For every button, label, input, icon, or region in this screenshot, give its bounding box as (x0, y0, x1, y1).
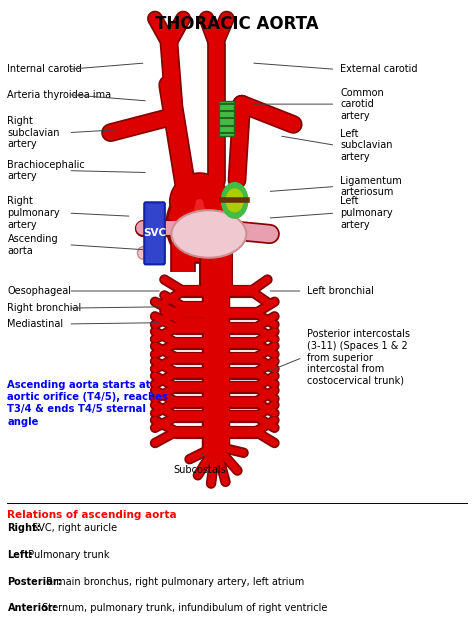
Text: External carotid: External carotid (340, 65, 418, 74)
Text: Right:: Right: (8, 523, 41, 534)
Circle shape (204, 430, 228, 462)
Text: Left
subclavian
artery: Left subclavian artery (340, 128, 392, 162)
Circle shape (221, 183, 248, 218)
Text: Left bronchial: Left bronchial (307, 286, 374, 296)
FancyBboxPatch shape (144, 203, 165, 265)
Ellipse shape (172, 210, 246, 258)
Text: Posterior intercostals
(3-11) (Spaces 1 & 2
from superior
intercostal from
costo: Posterior intercostals (3-11) (Spaces 1 … (307, 329, 410, 386)
Text: Right
subclavian
artery: Right subclavian artery (8, 116, 60, 150)
Text: Right bronchial: Right bronchial (8, 303, 82, 313)
Ellipse shape (167, 187, 228, 263)
Ellipse shape (137, 247, 149, 259)
Text: Brachiocephalic
artery: Brachiocephalic artery (8, 160, 85, 181)
Ellipse shape (172, 193, 218, 250)
Text: Internal carotid: Internal carotid (8, 65, 82, 74)
Circle shape (226, 189, 243, 212)
Text: Arteria thyroidea ima: Arteria thyroidea ima (8, 89, 111, 100)
Text: Oesophageal: Oesophageal (8, 286, 72, 296)
Bar (219, 101, 234, 136)
Text: Left
pulmonary
artery: Left pulmonary artery (340, 196, 392, 229)
Text: THORACIC AORTA: THORACIC AORTA (155, 15, 319, 33)
Text: Common
carotid
artery: Common carotid artery (340, 88, 384, 121)
Text: SVC: SVC (143, 228, 166, 238)
Text: Pulmonary trunk: Pulmonary trunk (25, 550, 109, 560)
Text: Anterior:: Anterior: (8, 603, 57, 613)
Text: Subcostals: Subcostals (173, 465, 226, 475)
Text: Right
pulmonary
artery: Right pulmonary artery (8, 196, 60, 229)
Text: Posterior:: Posterior: (8, 576, 62, 587)
Text: Left:: Left: (8, 550, 33, 560)
Text: SVC, right auricle: SVC, right auricle (28, 523, 117, 534)
Text: Relations of ascending aorta: Relations of ascending aorta (8, 509, 177, 520)
Circle shape (207, 433, 225, 459)
Text: Sternum, pulmonary trunk, infundibulum of right ventricle: Sternum, pulmonary trunk, infundibulum o… (39, 603, 328, 613)
Text: Ascending
aorta: Ascending aorta (8, 234, 58, 256)
Text: R main bronchus, right pulmonary artery, left atrium: R main bronchus, right pulmonary artery,… (43, 576, 304, 587)
Text: Ligamentum
arteriosum: Ligamentum arteriosum (340, 176, 402, 197)
Text: Mediastinal: Mediastinal (8, 319, 64, 329)
Text: Ascending aorta starts at
aortic orifice (T4/5), reaches
T3/4 & ends T4/5 sterna: Ascending aorta starts at aortic orifice… (8, 380, 168, 427)
